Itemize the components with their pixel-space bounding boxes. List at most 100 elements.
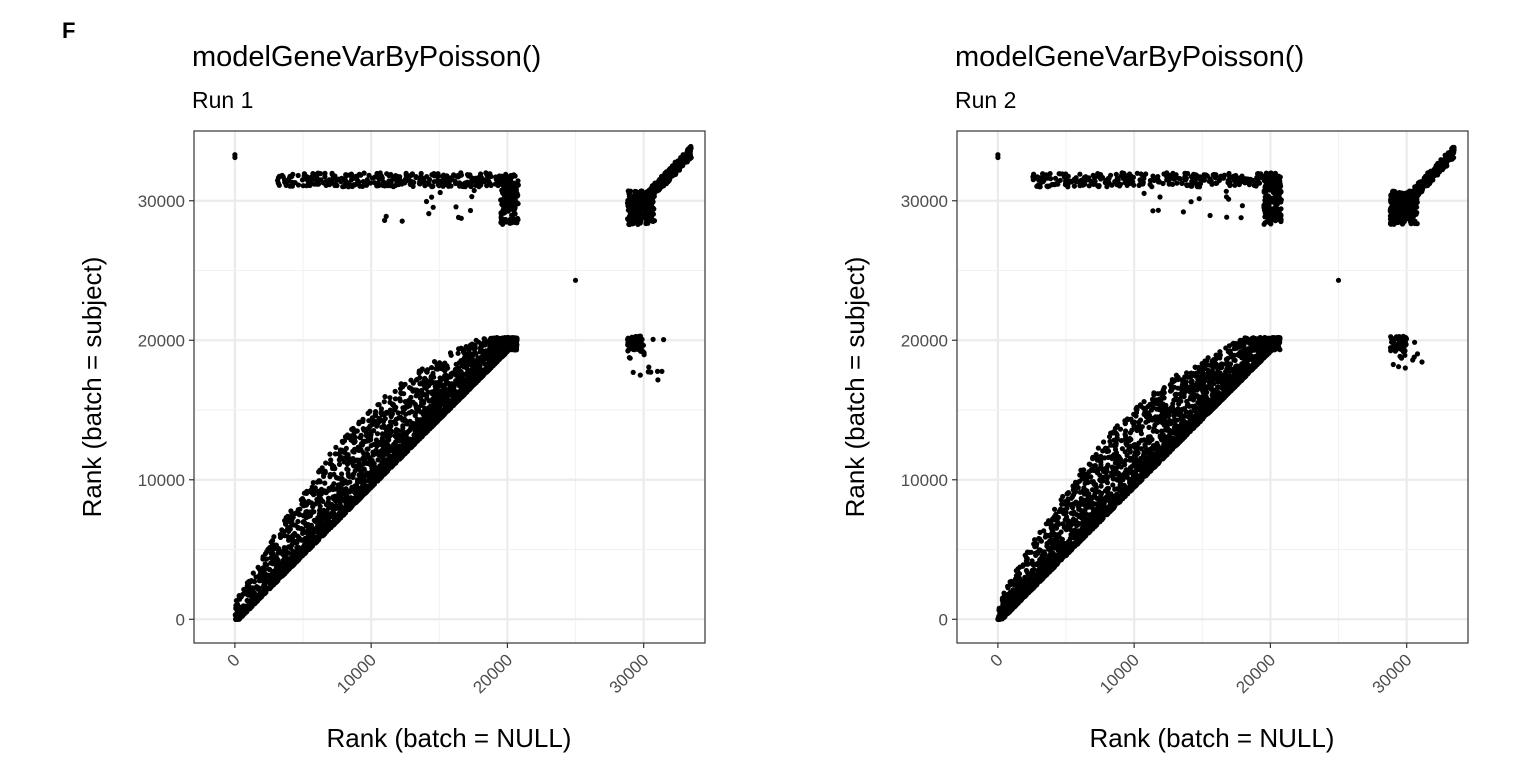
data-point bbox=[487, 352, 493, 359]
data-point bbox=[375, 457, 381, 463]
data-point bbox=[241, 608, 247, 614]
data-point bbox=[413, 393, 419, 399]
data-point bbox=[372, 465, 378, 471]
data-point bbox=[448, 373, 454, 379]
data-point bbox=[1154, 428, 1160, 435]
data-point bbox=[441, 388, 447, 394]
data-point bbox=[283, 515, 289, 521]
data-point bbox=[442, 368, 448, 374]
data-point bbox=[396, 456, 402, 462]
data-point bbox=[383, 469, 389, 475]
data-point bbox=[332, 182, 339, 188]
chart-subtitle: Run 1 bbox=[192, 87, 253, 113]
scatter-chart-run-1: modelGeneVarByPoisson() Run 1 0 10000 2000… bbox=[77, 41, 706, 753]
data-point bbox=[411, 421, 417, 427]
data-point bbox=[392, 396, 398, 402]
data-point bbox=[361, 466, 367, 472]
data-point bbox=[387, 395, 393, 401]
data-point bbox=[466, 349, 472, 355]
data-point bbox=[312, 171, 318, 178]
data-point bbox=[659, 368, 665, 374]
data-point bbox=[345, 506, 351, 512]
data-point bbox=[445, 401, 451, 407]
data-point bbox=[417, 181, 423, 187]
data-point bbox=[281, 545, 288, 551]
data-point bbox=[241, 586, 247, 593]
data-point bbox=[484, 368, 490, 374]
panel-letter: F bbox=[62, 18, 75, 43]
data-point bbox=[408, 386, 414, 392]
data-point bbox=[331, 463, 337, 470]
data-point bbox=[426, 211, 432, 217]
data-point bbox=[368, 442, 374, 449]
data-point bbox=[413, 174, 419, 181]
data-point bbox=[399, 218, 405, 224]
data-point bbox=[453, 204, 459, 210]
y-axis-title: Rank (batch = subject) bbox=[77, 257, 107, 518]
data-point bbox=[309, 543, 315, 549]
data-point bbox=[339, 509, 345, 515]
data-point bbox=[392, 182, 398, 189]
data-point bbox=[376, 402, 382, 408]
data-point bbox=[354, 173, 360, 179]
data-point bbox=[274, 546, 281, 552]
data-point bbox=[325, 518, 331, 524]
data-point bbox=[290, 562, 297, 568]
data-point bbox=[626, 213, 633, 219]
data-point bbox=[641, 350, 647, 356]
data-point bbox=[343, 445, 349, 451]
data-point bbox=[310, 531, 316, 537]
data-point bbox=[462, 388, 468, 394]
data-point bbox=[356, 467, 363, 473]
data-point bbox=[661, 337, 667, 343]
data-point bbox=[271, 581, 277, 588]
data-point bbox=[455, 350, 461, 356]
data-point bbox=[428, 403, 434, 409]
data-point bbox=[244, 583, 250, 589]
data-point bbox=[276, 182, 282, 188]
data-point bbox=[258, 569, 264, 575]
data-point bbox=[628, 188, 634, 194]
data-point bbox=[467, 207, 474, 214]
data-point bbox=[333, 475, 340, 481]
data-point bbox=[349, 176, 355, 183]
data-point bbox=[420, 422, 426, 428]
data-point bbox=[327, 460, 333, 467]
data-point bbox=[330, 177, 336, 183]
data-point bbox=[351, 449, 357, 455]
data-point bbox=[357, 434, 363, 441]
data-point bbox=[360, 418, 366, 425]
data-point bbox=[473, 378, 479, 384]
data-point bbox=[462, 184, 468, 190]
data-point bbox=[263, 589, 269, 595]
data-point bbox=[445, 380, 451, 386]
data-point bbox=[626, 355, 633, 361]
data-point bbox=[291, 522, 297, 528]
data-point bbox=[487, 181, 493, 187]
data-point bbox=[308, 487, 314, 493]
data-point bbox=[368, 474, 374, 480]
data-point bbox=[465, 173, 471, 179]
data-point bbox=[336, 461, 343, 467]
data-point bbox=[390, 402, 396, 408]
data-point bbox=[281, 566, 287, 572]
data-point bbox=[456, 360, 462, 366]
data-point bbox=[480, 340, 486, 346]
data-point bbox=[1098, 483, 1104, 489]
data-point bbox=[382, 217, 388, 223]
data-point bbox=[412, 412, 418, 419]
data-point bbox=[233, 598, 239, 604]
data-point bbox=[276, 572, 282, 578]
data-point bbox=[289, 510, 295, 516]
data-point bbox=[326, 182, 332, 188]
data-point bbox=[322, 470, 328, 476]
data-point bbox=[626, 203, 632, 209]
data-point bbox=[339, 471, 345, 477]
data-point bbox=[471, 369, 477, 375]
data-point bbox=[364, 426, 370, 432]
data-point bbox=[414, 406, 420, 412]
data-point bbox=[437, 189, 443, 196]
data-point bbox=[250, 570, 256, 576]
data-point bbox=[391, 449, 397, 455]
data-point bbox=[375, 420, 381, 426]
